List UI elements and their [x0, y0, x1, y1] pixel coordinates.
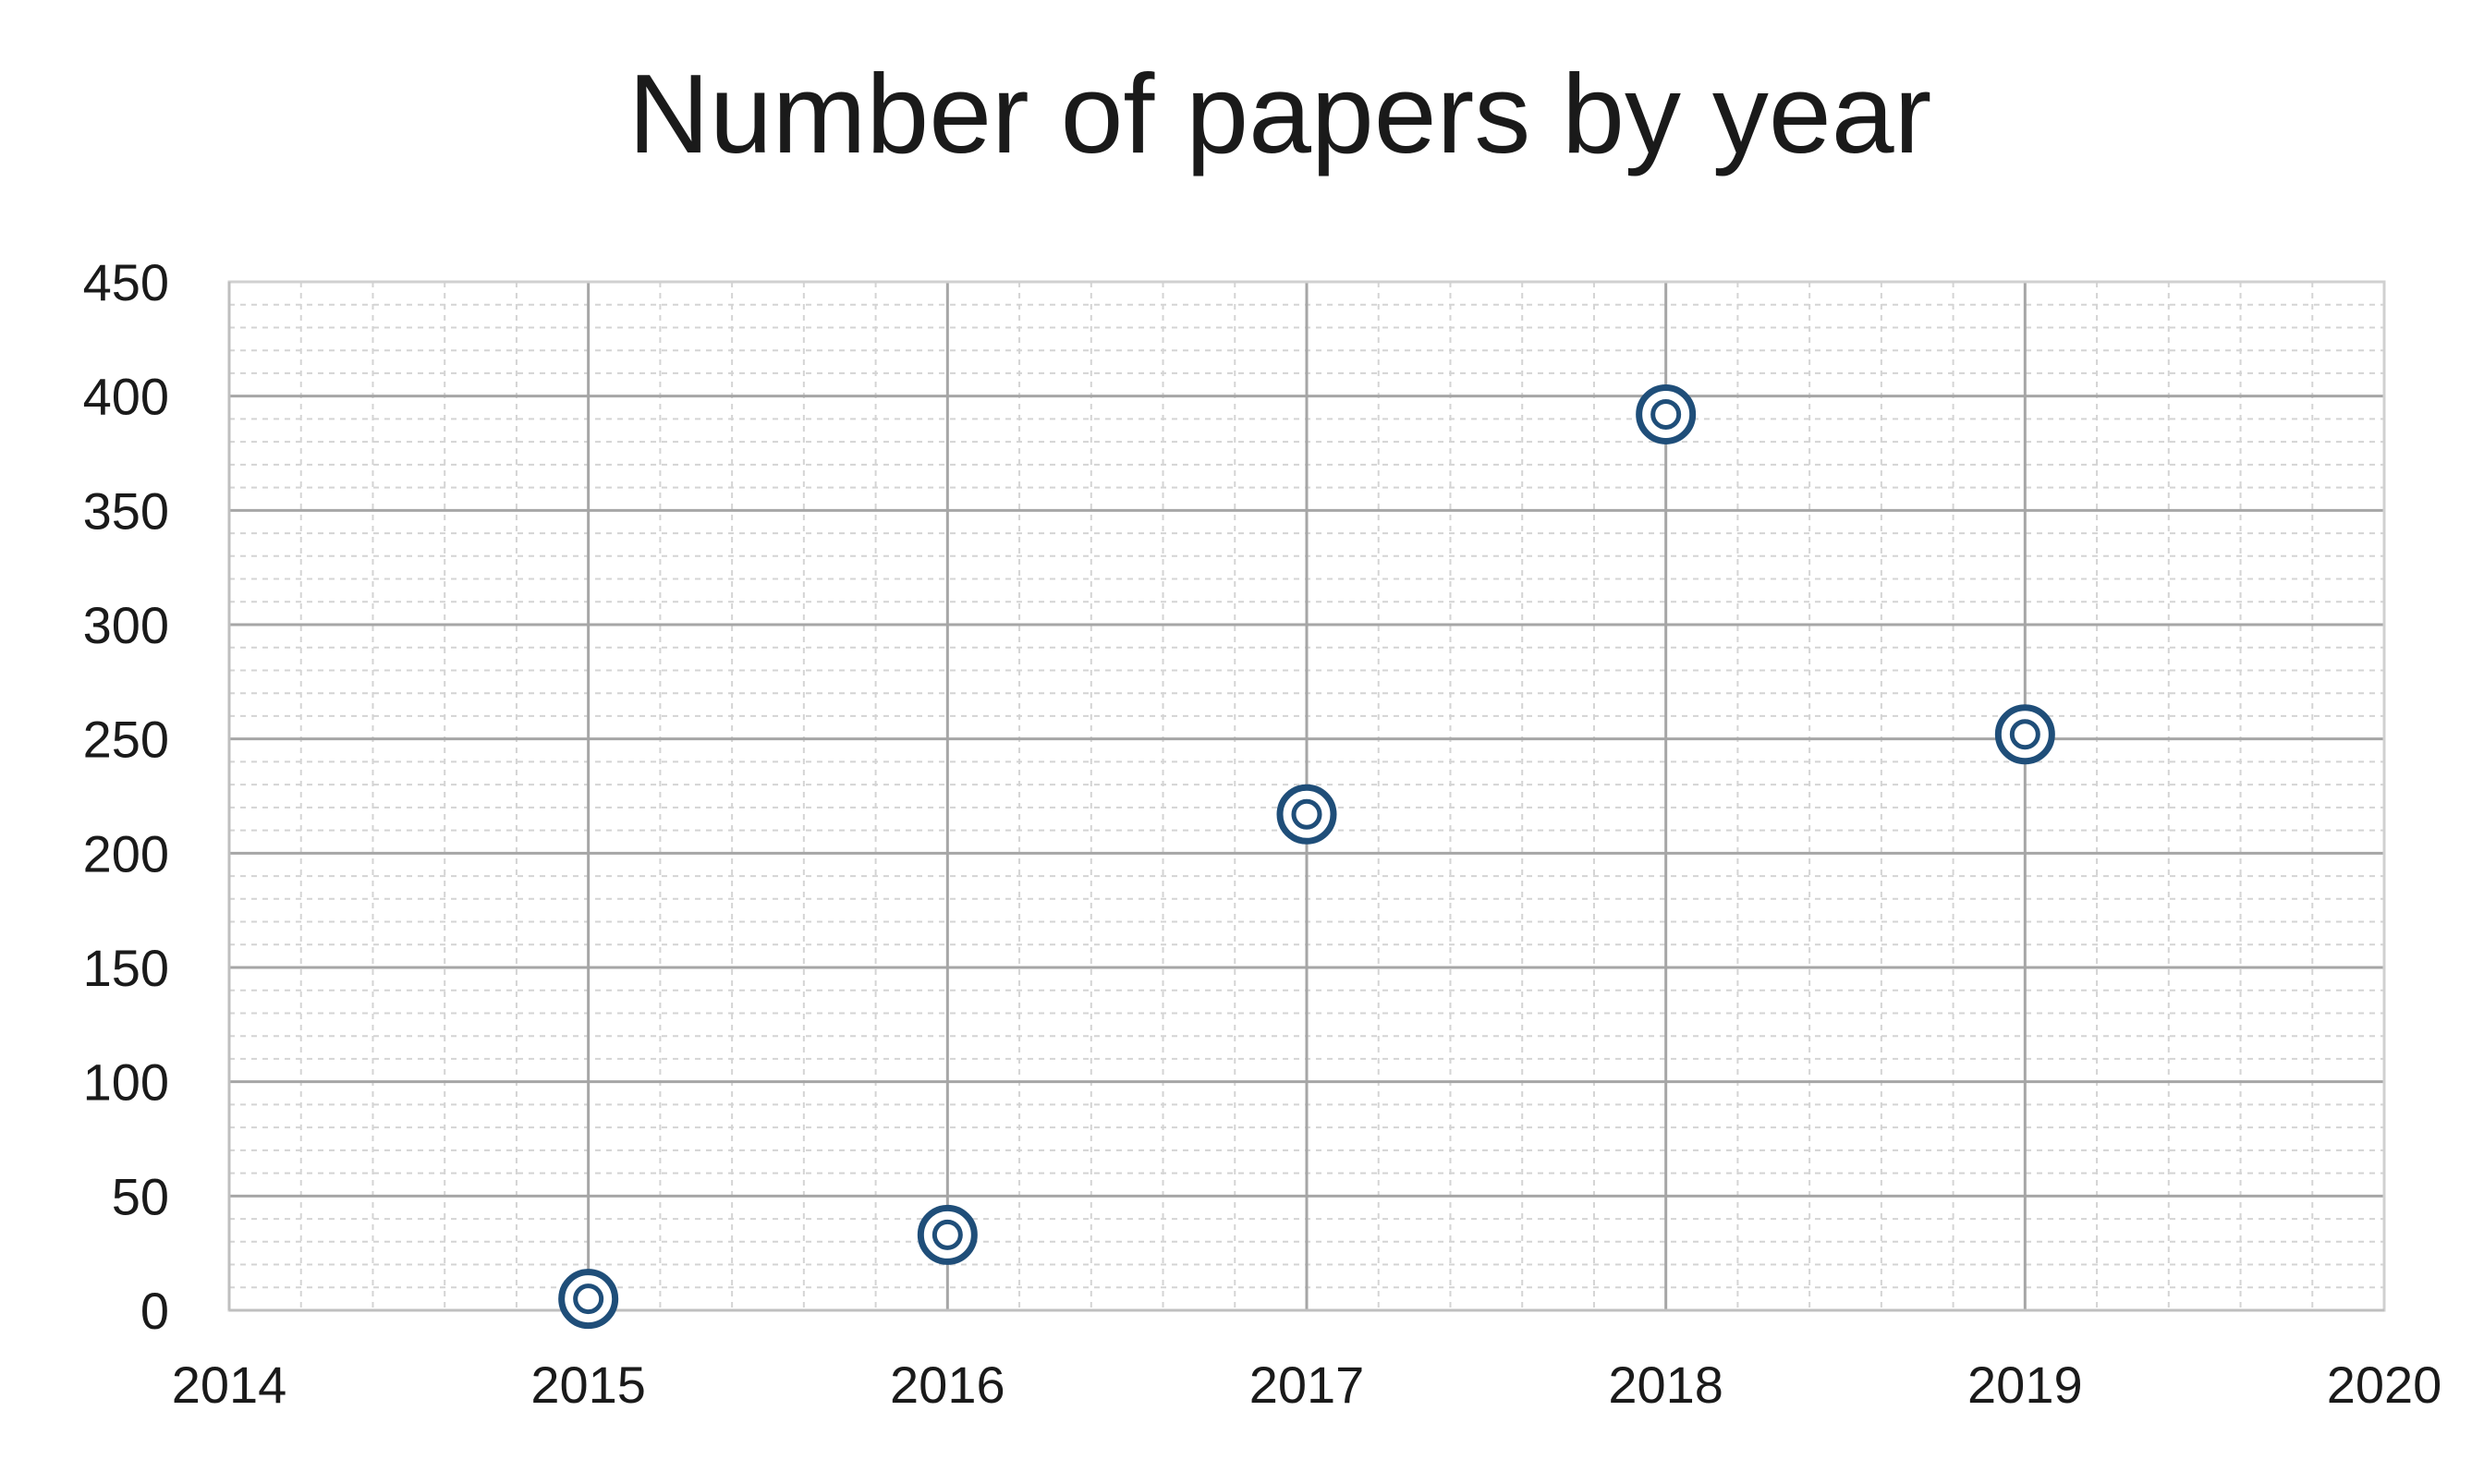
chart-title: Number of papers by year: [628, 51, 1931, 176]
y-tick-label: 350: [83, 481, 169, 540]
data-points: [558, 383, 2055, 1330]
y-tick-label: 100: [83, 1053, 169, 1112]
data-point-outer-ring: [1994, 704, 2055, 765]
y-axis-tick-labels: 0 50 100 150 200 250 300 350 400 450: [83, 253, 169, 1340]
y-tick-label: 400: [83, 368, 169, 426]
x-tick-label: 2017: [1249, 1356, 1365, 1414]
data-point-outer-ring: [1636, 383, 1697, 444]
y-tick-label: 450: [83, 253, 169, 311]
y-tick-label: 250: [83, 711, 169, 769]
y-tick-label: 50: [112, 1167, 169, 1225]
data-point-inner-ring: [2009, 719, 2040, 750]
data-point-inner-ring: [932, 1219, 963, 1250]
data-point-outer-ring: [1276, 784, 1337, 845]
x-tick-label: 2015: [530, 1356, 646, 1414]
data-point-inner-ring: [573, 1283, 604, 1315]
x-tick-label: 2014: [172, 1356, 287, 1414]
y-tick-label: 150: [83, 939, 169, 997]
x-tick-label: 2018: [1608, 1356, 1723, 1414]
x-axis-tick-labels: 2014 2015 2016 2017 2018 2019 2020: [172, 1356, 2442, 1414]
data-point-outer-ring: [558, 1269, 619, 1330]
x-tick-label: 2019: [1967, 1356, 2083, 1414]
data-point-outer-ring: [917, 1204, 978, 1265]
x-tick-label: 2020: [2327, 1356, 2442, 1414]
y-tick-label: 0: [140, 1282, 169, 1340]
data-point: [558, 1269, 619, 1330]
y-tick-label: 300: [83, 596, 169, 654]
x-tick-label: 2016: [890, 1356, 1005, 1414]
data-point: [1276, 784, 1337, 845]
data-point-inner-ring: [1291, 798, 1322, 830]
data-point: [1994, 704, 2055, 765]
data-point-inner-ring: [1650, 398, 1682, 430]
data-point: [917, 1204, 978, 1265]
data-point: [1636, 383, 1697, 444]
y-tick-label: 200: [83, 824, 169, 882]
